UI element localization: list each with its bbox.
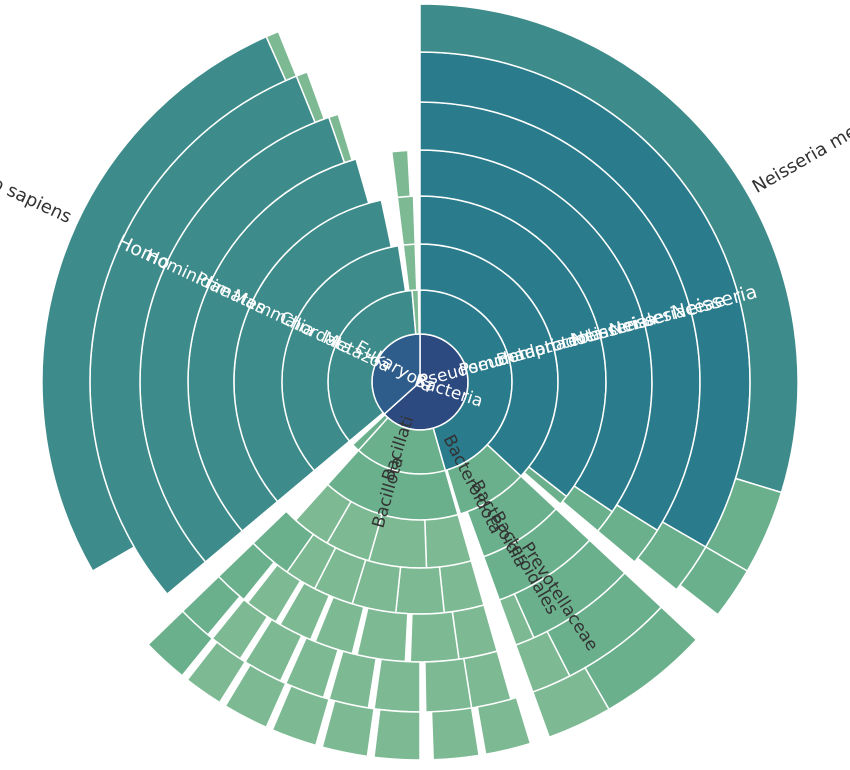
segment-d7-61 [678,545,749,616]
segment-d6-51 [373,658,421,713]
segment-d7-66 [373,708,421,761]
segment-d5-39 [314,596,365,655]
segment-d3-15 [424,513,473,569]
label-homo-sapiens: Homo sapiens [0,155,75,228]
segment-d4-24 [438,559,485,614]
segment-d7-64 [476,696,532,756]
segment-d6-58 [295,70,326,124]
segment-d4-25 [394,566,446,615]
segment-d2-11 [402,243,418,292]
segment-d4-31 [390,149,412,199]
segment-d7-70 [186,640,247,704]
segment-d7-71 [147,610,214,677]
segment-d5-44 [327,113,354,164]
segment-d6-50 [424,657,473,713]
segment-d7-68 [271,684,330,747]
segment-d7-65 [430,707,480,761]
sunburst-segments [41,3,799,761]
segment-d3-20 [396,195,416,246]
label-neisseria-meningitidis: Neisseria meningitidis [749,80,850,198]
segment-d5-37 [409,610,460,663]
segment-d6-52 [328,650,378,709]
segment-d7-67 [321,699,375,758]
segment-d5-36 [451,604,499,661]
segment-d1-4 [351,413,389,452]
segment-d7-73 [265,30,298,82]
segment-d7-69 [224,663,287,729]
segment-d7-63 [531,666,611,739]
segment-d5-38 [356,607,409,663]
